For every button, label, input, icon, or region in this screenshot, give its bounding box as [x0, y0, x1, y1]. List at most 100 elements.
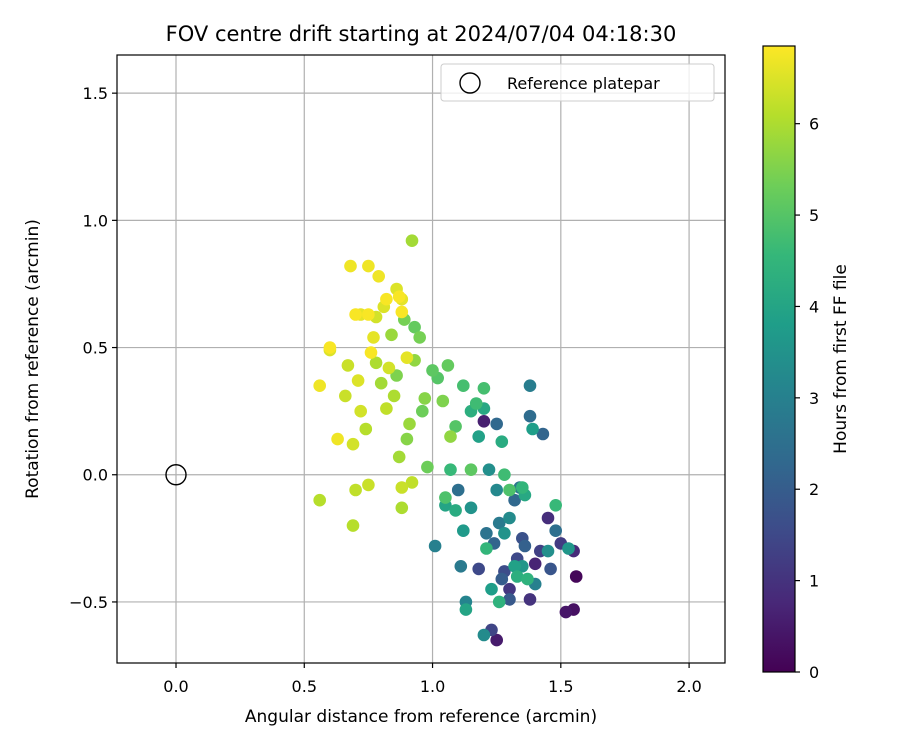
data-point	[480, 542, 493, 555]
data-point	[362, 308, 375, 321]
y-tick-label: 1.0	[83, 211, 108, 230]
reference-marker-layer	[165, 464, 187, 486]
legend-reference-marker	[459, 72, 481, 94]
data-point	[541, 511, 555, 525]
data-point	[472, 430, 486, 443]
data-points	[313, 234, 583, 647]
data-point	[416, 404, 429, 418]
data-point	[485, 582, 498, 596]
colorbar-ticks: 0 1 2 3 4 5 6	[795, 115, 819, 682]
data-point	[526, 422, 539, 436]
data-point	[418, 392, 432, 405]
data-point	[464, 463, 478, 477]
x-axis-label: Angular distance from reference (arcmin)	[245, 707, 597, 727]
chart-title: FOV centre drift starting at 2024/07/04 …	[166, 22, 677, 46]
data-point	[362, 259, 375, 273]
data-point	[449, 504, 462, 517]
colorbar-tick-label: 0	[809, 663, 819, 682]
data-point	[454, 560, 468, 573]
data-point	[400, 432, 414, 446]
data-point	[362, 478, 375, 492]
data-point	[385, 328, 398, 342]
data-point	[359, 422, 373, 436]
data-point	[528, 557, 542, 571]
y-tick-label: 0.5	[83, 339, 108, 358]
colorbar-frame	[762, 45, 796, 673]
data-point	[380, 402, 393, 415]
data-point	[503, 582, 516, 596]
data-point	[405, 234, 419, 247]
y-axis-ticks: −0.5 0.0 0.5 1.0 1.5	[69, 84, 117, 612]
data-point	[313, 379, 327, 393]
data-point	[464, 501, 478, 515]
data-point	[544, 562, 557, 576]
data-point	[408, 320, 421, 334]
data-point	[428, 539, 442, 553]
data-point	[490, 633, 504, 647]
data-point	[457, 379, 470, 393]
data-point	[490, 483, 504, 497]
data-point	[492, 516, 506, 530]
data-point	[395, 481, 409, 494]
data-point	[339, 389, 352, 403]
legend-box	[440, 63, 715, 102]
data-point	[518, 539, 532, 553]
data-point	[449, 420, 462, 433]
data-point	[341, 359, 355, 372]
data-point	[457, 524, 470, 537]
data-point	[469, 397, 483, 410]
colorbar-tick-label: 4	[809, 297, 819, 316]
data-point	[392, 290, 406, 304]
data-point	[569, 570, 583, 583]
colorbar-tick-label: 1	[809, 572, 819, 591]
data-point	[477, 415, 491, 428]
data-point	[516, 481, 529, 494]
data-point	[390, 369, 403, 382]
data-point	[510, 570, 524, 583]
x-tick-label: 0.0	[163, 677, 188, 696]
data-point	[541, 544, 555, 558]
colorbar-tick-label: 6	[809, 115, 819, 134]
data-point	[508, 493, 521, 507]
data-point	[413, 331, 427, 344]
data-point	[549, 524, 562, 537]
plot-frame	[116, 54, 726, 664]
data-point	[441, 359, 455, 372]
data-point	[523, 409, 537, 423]
data-point	[421, 460, 434, 474]
data-point	[492, 595, 506, 609]
y-tick-label: −0.5	[69, 593, 108, 612]
data-point	[498, 527, 511, 540]
data-point	[364, 346, 378, 359]
reference-platepar-marker	[165, 464, 187, 486]
data-point	[426, 364, 439, 377]
legend: Reference platepar	[440, 63, 715, 102]
data-point	[395, 305, 409, 319]
data-point	[346, 519, 360, 532]
data-point	[562, 542, 575, 555]
data-point	[392, 450, 406, 464]
data-point	[387, 389, 401, 403]
colorbar-tick-label: 5	[809, 206, 819, 225]
data-point	[536, 427, 550, 441]
data-point	[313, 493, 327, 507]
data-point	[521, 572, 534, 586]
data-point	[451, 483, 465, 497]
data-point	[503, 511, 516, 525]
data-point	[374, 376, 388, 390]
colorbar: 0 1 2 3 4 5 6 Hours from first FF file	[762, 45, 851, 682]
data-point	[472, 562, 486, 576]
colorbar-label: Hours from first FF file	[831, 264, 851, 454]
data-point	[436, 394, 450, 408]
data-point	[503, 593, 516, 606]
data-point	[344, 259, 357, 273]
data-point	[351, 374, 365, 387]
data-point	[549, 499, 562, 512]
colorbar-tick-label: 3	[809, 389, 819, 408]
grid	[117, 55, 725, 663]
data-point	[477, 382, 491, 395]
data-point	[503, 483, 516, 497]
x-tick-label: 1.0	[420, 677, 445, 696]
data-point	[480, 527, 493, 540]
